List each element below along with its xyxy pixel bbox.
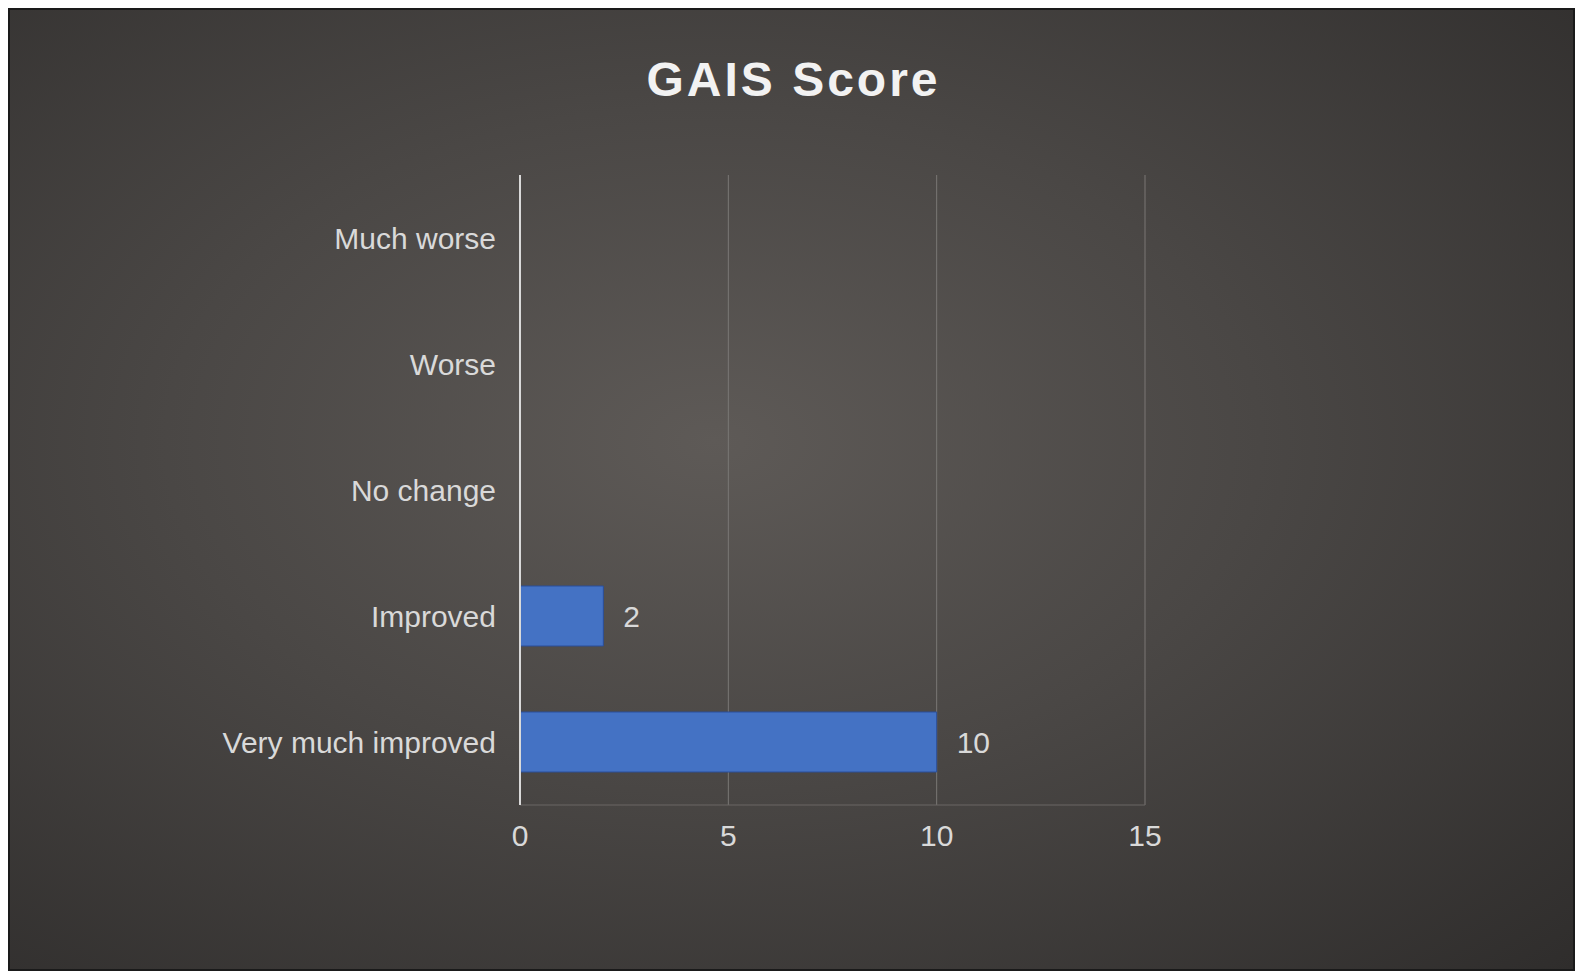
svg-text:2: 2 bbox=[623, 600, 640, 633]
svg-text:Much worse: Much worse bbox=[334, 222, 496, 255]
svg-text:Very much improved: Very much improved bbox=[223, 726, 496, 759]
svg-text:0: 0 bbox=[512, 819, 529, 852]
svg-text:15: 15 bbox=[1128, 819, 1161, 852]
svg-text:Improved: Improved bbox=[371, 600, 496, 633]
html-text:GAIS Score: GAIS Score bbox=[646, 53, 941, 106]
svg-text:5: 5 bbox=[720, 819, 737, 852]
svg-text:10: 10 bbox=[920, 819, 953, 852]
svg-text:Worse: Worse bbox=[410, 348, 496, 381]
svg-text:10: 10 bbox=[957, 726, 990, 759]
svg-text:No change: No change bbox=[351, 474, 496, 507]
